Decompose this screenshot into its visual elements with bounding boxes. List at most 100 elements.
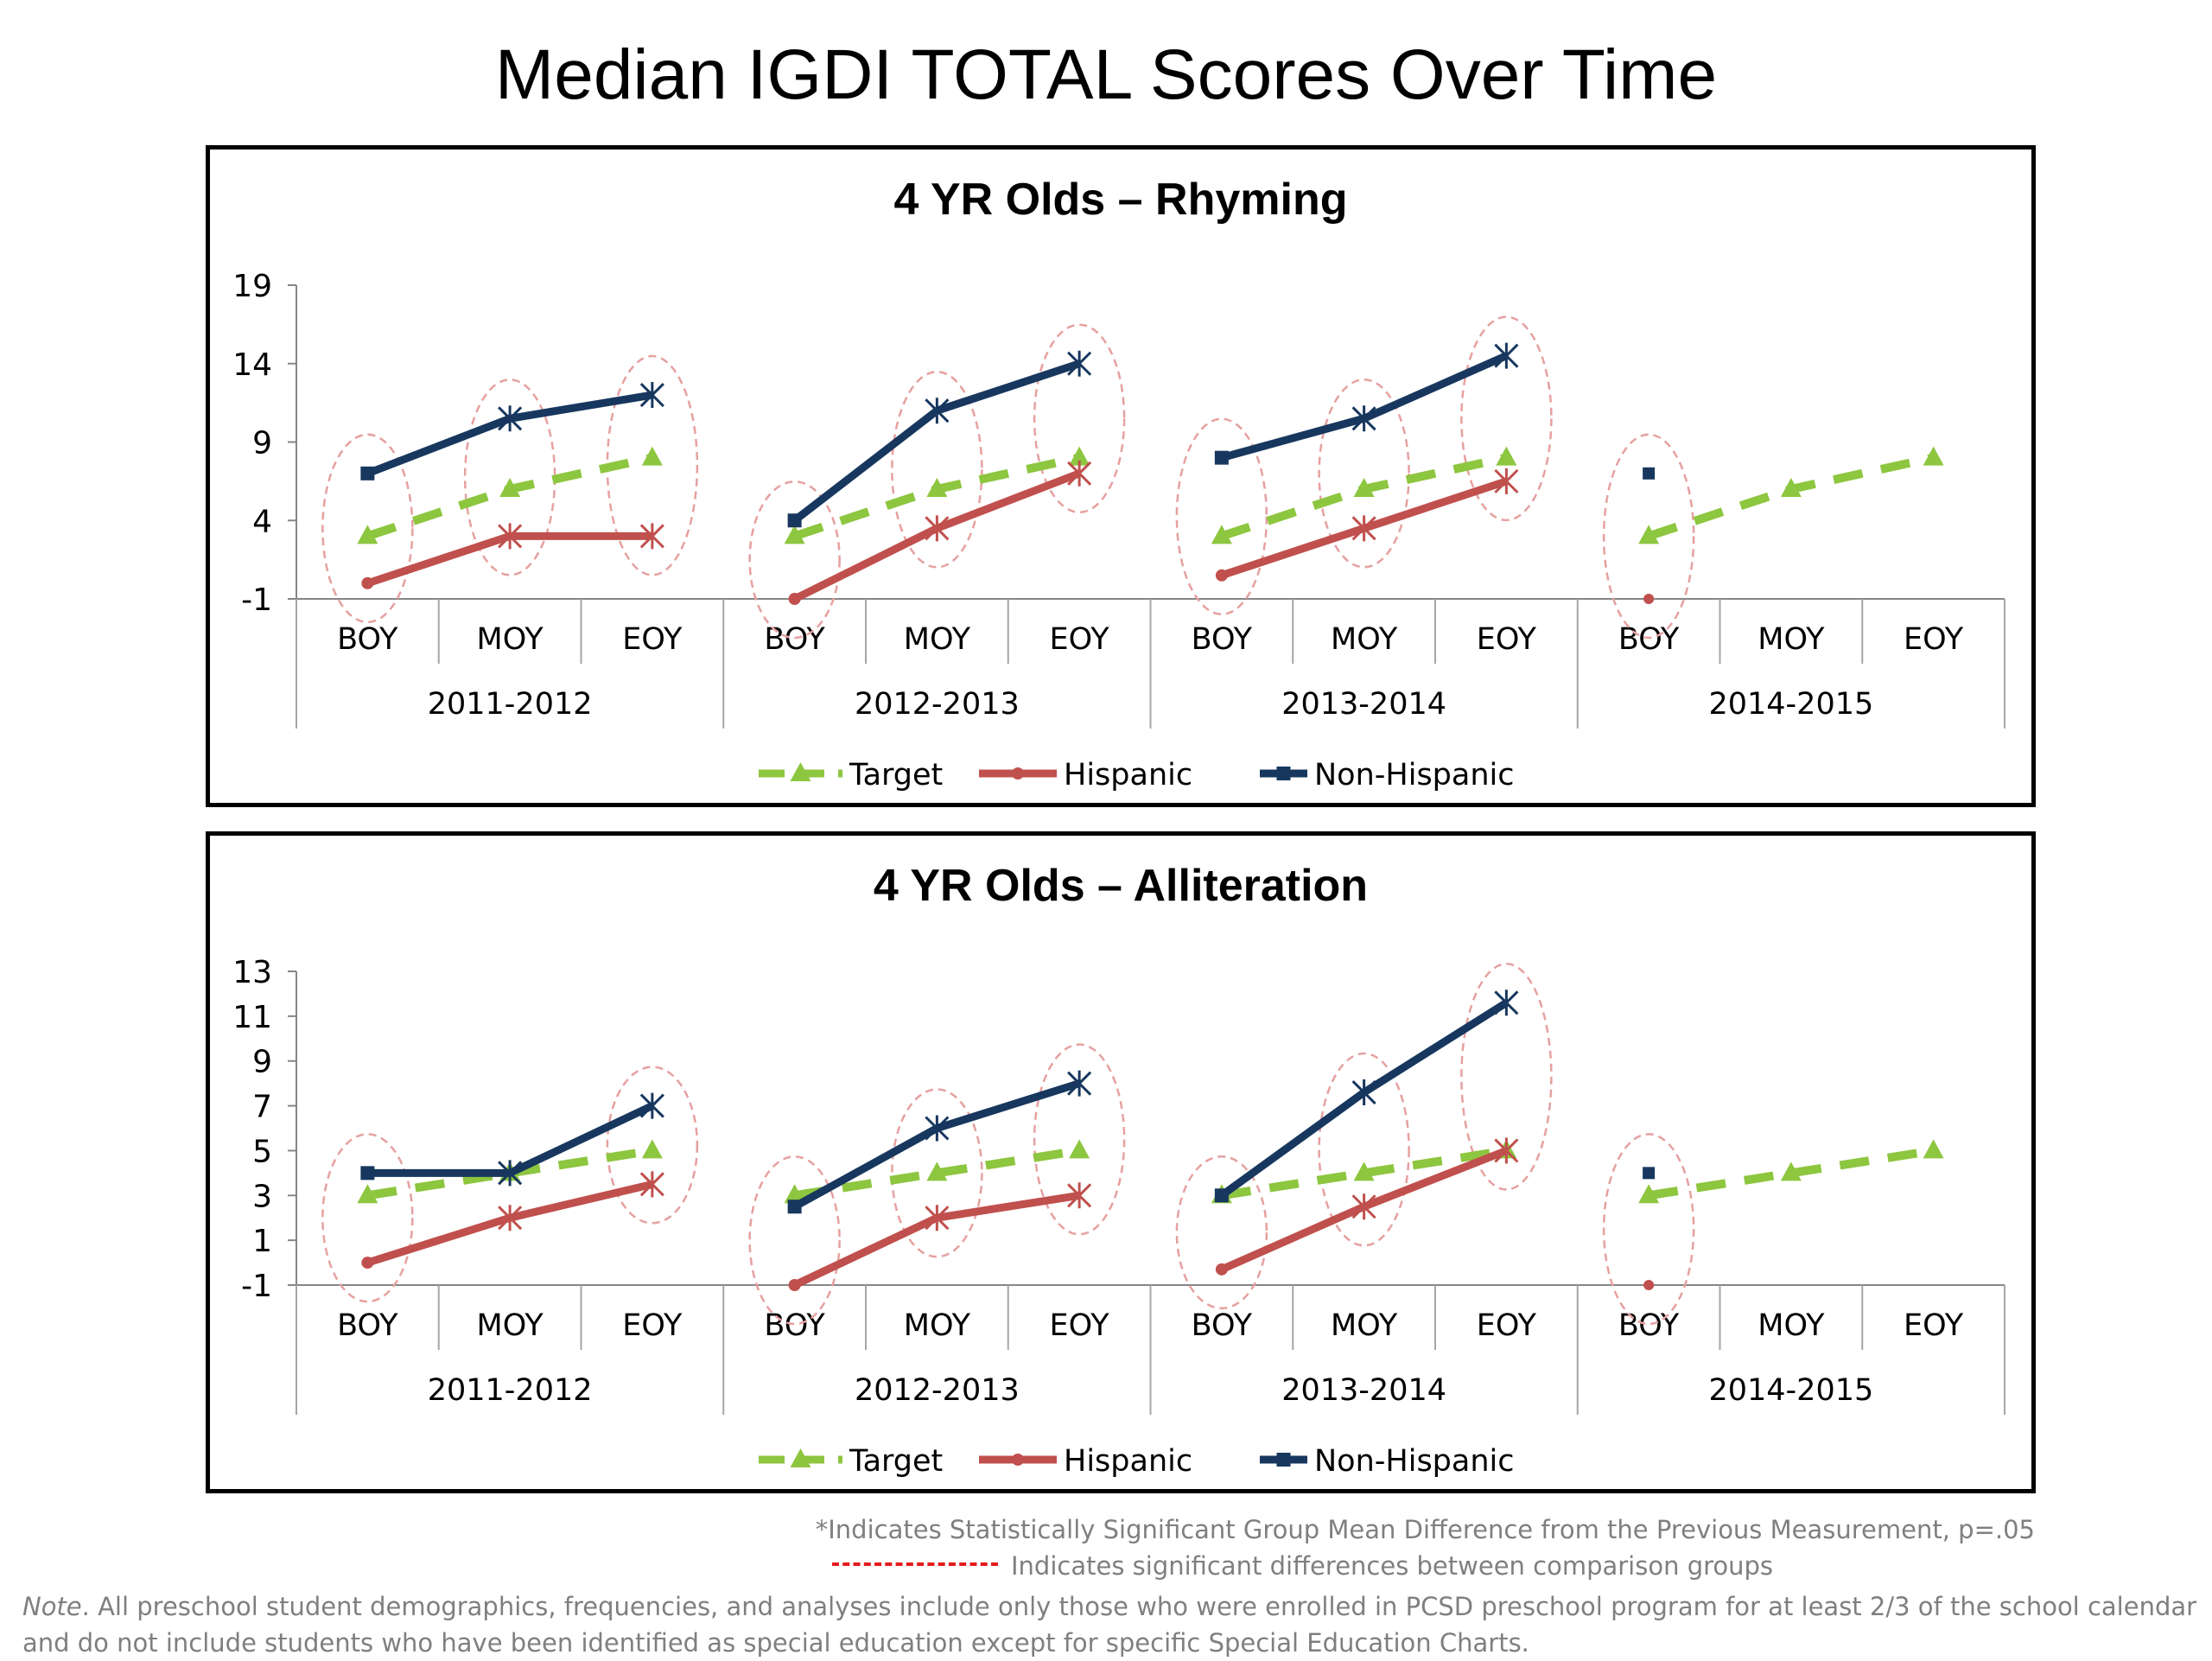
y-tick-label: 13 — [232, 955, 272, 990]
y-tick-label: -1 — [241, 582, 272, 618]
data-point-target — [1211, 525, 1232, 544]
legend-label: Non-Hispanic — [1314, 758, 1515, 792]
legend-marker — [1012, 1454, 1024, 1466]
x-tick-label: BOY — [337, 622, 398, 657]
legend-marker — [790, 762, 811, 781]
data-point-hispanic — [788, 593, 801, 605]
data-point-hispanic — [1351, 1193, 1376, 1220]
data-point-target — [1923, 446, 1944, 466]
data-point-hispanic — [1494, 1137, 1519, 1164]
page-title: Median IGDI TOTAL Scores Over Time — [494, 35, 1718, 114]
significance-ellipse — [891, 370, 983, 569]
significance-ellipse — [1318, 379, 1410, 569]
significance-ellipse — [1175, 1155, 1268, 1310]
data-point-target — [926, 477, 948, 497]
legend-marker — [1276, 1453, 1291, 1467]
series-line — [792, 1079, 1081, 1211]
series-line — [1647, 453, 1935, 541]
y-tick-label: 1 — [252, 1224, 272, 1259]
dashed-line-legend-icon — [832, 1562, 998, 1566]
data-point-target — [641, 446, 663, 466]
x-tick-label: MOY — [1331, 622, 1398, 657]
data-point-hispanic — [1215, 569, 1228, 582]
significance-ellipse — [748, 1155, 841, 1326]
x-tick-label: MOY — [1758, 1308, 1825, 1343]
x-tick-label: EOY — [622, 1308, 683, 1343]
significance-ellipse — [891, 1088, 983, 1258]
significance-ellipse — [321, 433, 414, 624]
data-point-hispanic — [639, 523, 664, 550]
data-point-target — [926, 1161, 948, 1181]
data-point-hispanic — [925, 515, 950, 542]
data-point-non-hispanic — [787, 513, 802, 528]
data-point-hispanic — [925, 1205, 950, 1231]
x-tick-label: BOY — [1192, 622, 1253, 657]
y-tick-label: 3 — [252, 1179, 272, 1214]
data-point-non-hispanic — [1643, 1167, 1656, 1180]
data-point-hispanic — [1215, 1263, 1228, 1276]
data-point-non-hispanic — [498, 1160, 523, 1187]
data-point-non-hispanic — [1214, 450, 1229, 465]
legend-label: Target — [849, 758, 943, 792]
significance-ellipse — [748, 480, 841, 640]
data-point-target — [1353, 477, 1375, 497]
x-tick-label: EOY — [1904, 622, 1964, 657]
note-label: Note — [22, 1592, 82, 1621]
data-point-target — [1780, 477, 1802, 497]
data-point-hispanic — [1067, 460, 1092, 487]
data-point-target — [1638, 1184, 1660, 1204]
stat-sig-footnote: *Indicates Statistically Significant Gro… — [815, 1515, 2035, 1544]
data-point-target — [357, 1184, 378, 1204]
x-group-label: 2013-2014 — [1281, 687, 1446, 722]
significance-ellipse — [1033, 323, 1126, 514]
x-tick-label: MOY — [477, 622, 544, 657]
significance-ellipse — [606, 1066, 699, 1225]
significance-ellipse — [321, 1133, 414, 1303]
significance-ellipse — [1602, 1133, 1695, 1326]
x-tick-label: EOY — [622, 622, 683, 657]
x-group-label: 2014-2015 — [1708, 1373, 1873, 1408]
y-tick-label: 9 — [252, 426, 272, 461]
y-tick-label: 5 — [252, 1134, 272, 1169]
data-point-non-hispanic — [639, 1092, 664, 1119]
data-point-non-hispanic — [1351, 405, 1376, 432]
x-tick-label: BOY — [337, 1308, 398, 1343]
data-point-hispanic — [498, 1205, 523, 1231]
y-tick-label: 14 — [232, 347, 272, 383]
y-tick-label: 7 — [252, 1090, 272, 1125]
legend-label: Hispanic — [1064, 1444, 1192, 1479]
data-point-hispanic — [1351, 515, 1376, 542]
y-tick-label: 11 — [232, 1000, 272, 1035]
dash-legend-footnote: Indicates significant differences betwee… — [1011, 1551, 1774, 1581]
data-point-target — [1638, 525, 1660, 544]
y-tick-label: 4 — [252, 504, 272, 539]
data-point-hispanic — [639, 1171, 664, 1198]
data-point-non-hispanic — [925, 398, 950, 424]
alliteration-chart-panel: 4 YR Olds – Alliteration -1 1 3 5 7 9 11 13 BOY MO… — [206, 831, 2036, 1493]
legend-label: Non-Hispanic — [1314, 1444, 1515, 1479]
y-tick-label: 9 — [252, 1045, 272, 1080]
data-point-non-hispanic — [1067, 1070, 1092, 1097]
data-point-non-hispanic — [1214, 1188, 1229, 1203]
data-point-target — [499, 477, 521, 497]
data-point-non-hispanic — [787, 1200, 802, 1214]
x-group-label: 2012-2013 — [855, 1373, 1020, 1408]
legend-label: Hispanic — [1064, 758, 1192, 792]
note-text: . All preschool student demographics, fr… — [22, 1592, 2197, 1658]
x-group-label: 2014-2015 — [1708, 687, 1873, 722]
data-point-non-hispanic — [1643, 467, 1656, 480]
enrollment-note: Note. All preschool student demographics… — [22, 1588, 2200, 1661]
y-tick-label: 19 — [232, 269, 272, 304]
x-tick-label: BOY — [764, 622, 825, 657]
data-point-hispanic — [1067, 1182, 1092, 1209]
data-point-target — [1353, 1161, 1375, 1181]
data-point-non-hispanic — [360, 466, 375, 480]
x-tick-label: MOY — [904, 1308, 971, 1343]
data-point-hispanic — [788, 1279, 801, 1291]
chart-title: 4 YR Olds – Alliteration — [874, 861, 1368, 911]
x-tick-label: BOY — [1192, 1308, 1253, 1343]
data-point-hispanic — [1494, 468, 1519, 494]
data-point-target — [1496, 446, 1517, 466]
x-group-label: 2011-2012 — [428, 687, 593, 722]
data-point-non-hispanic — [498, 405, 523, 432]
